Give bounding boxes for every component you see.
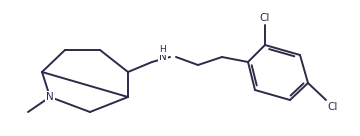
Text: H: H <box>159 46 166 55</box>
Text: Cl: Cl <box>328 102 338 112</box>
Text: N: N <box>159 52 167 62</box>
Text: N: N <box>46 92 54 102</box>
Text: Cl: Cl <box>260 13 270 23</box>
